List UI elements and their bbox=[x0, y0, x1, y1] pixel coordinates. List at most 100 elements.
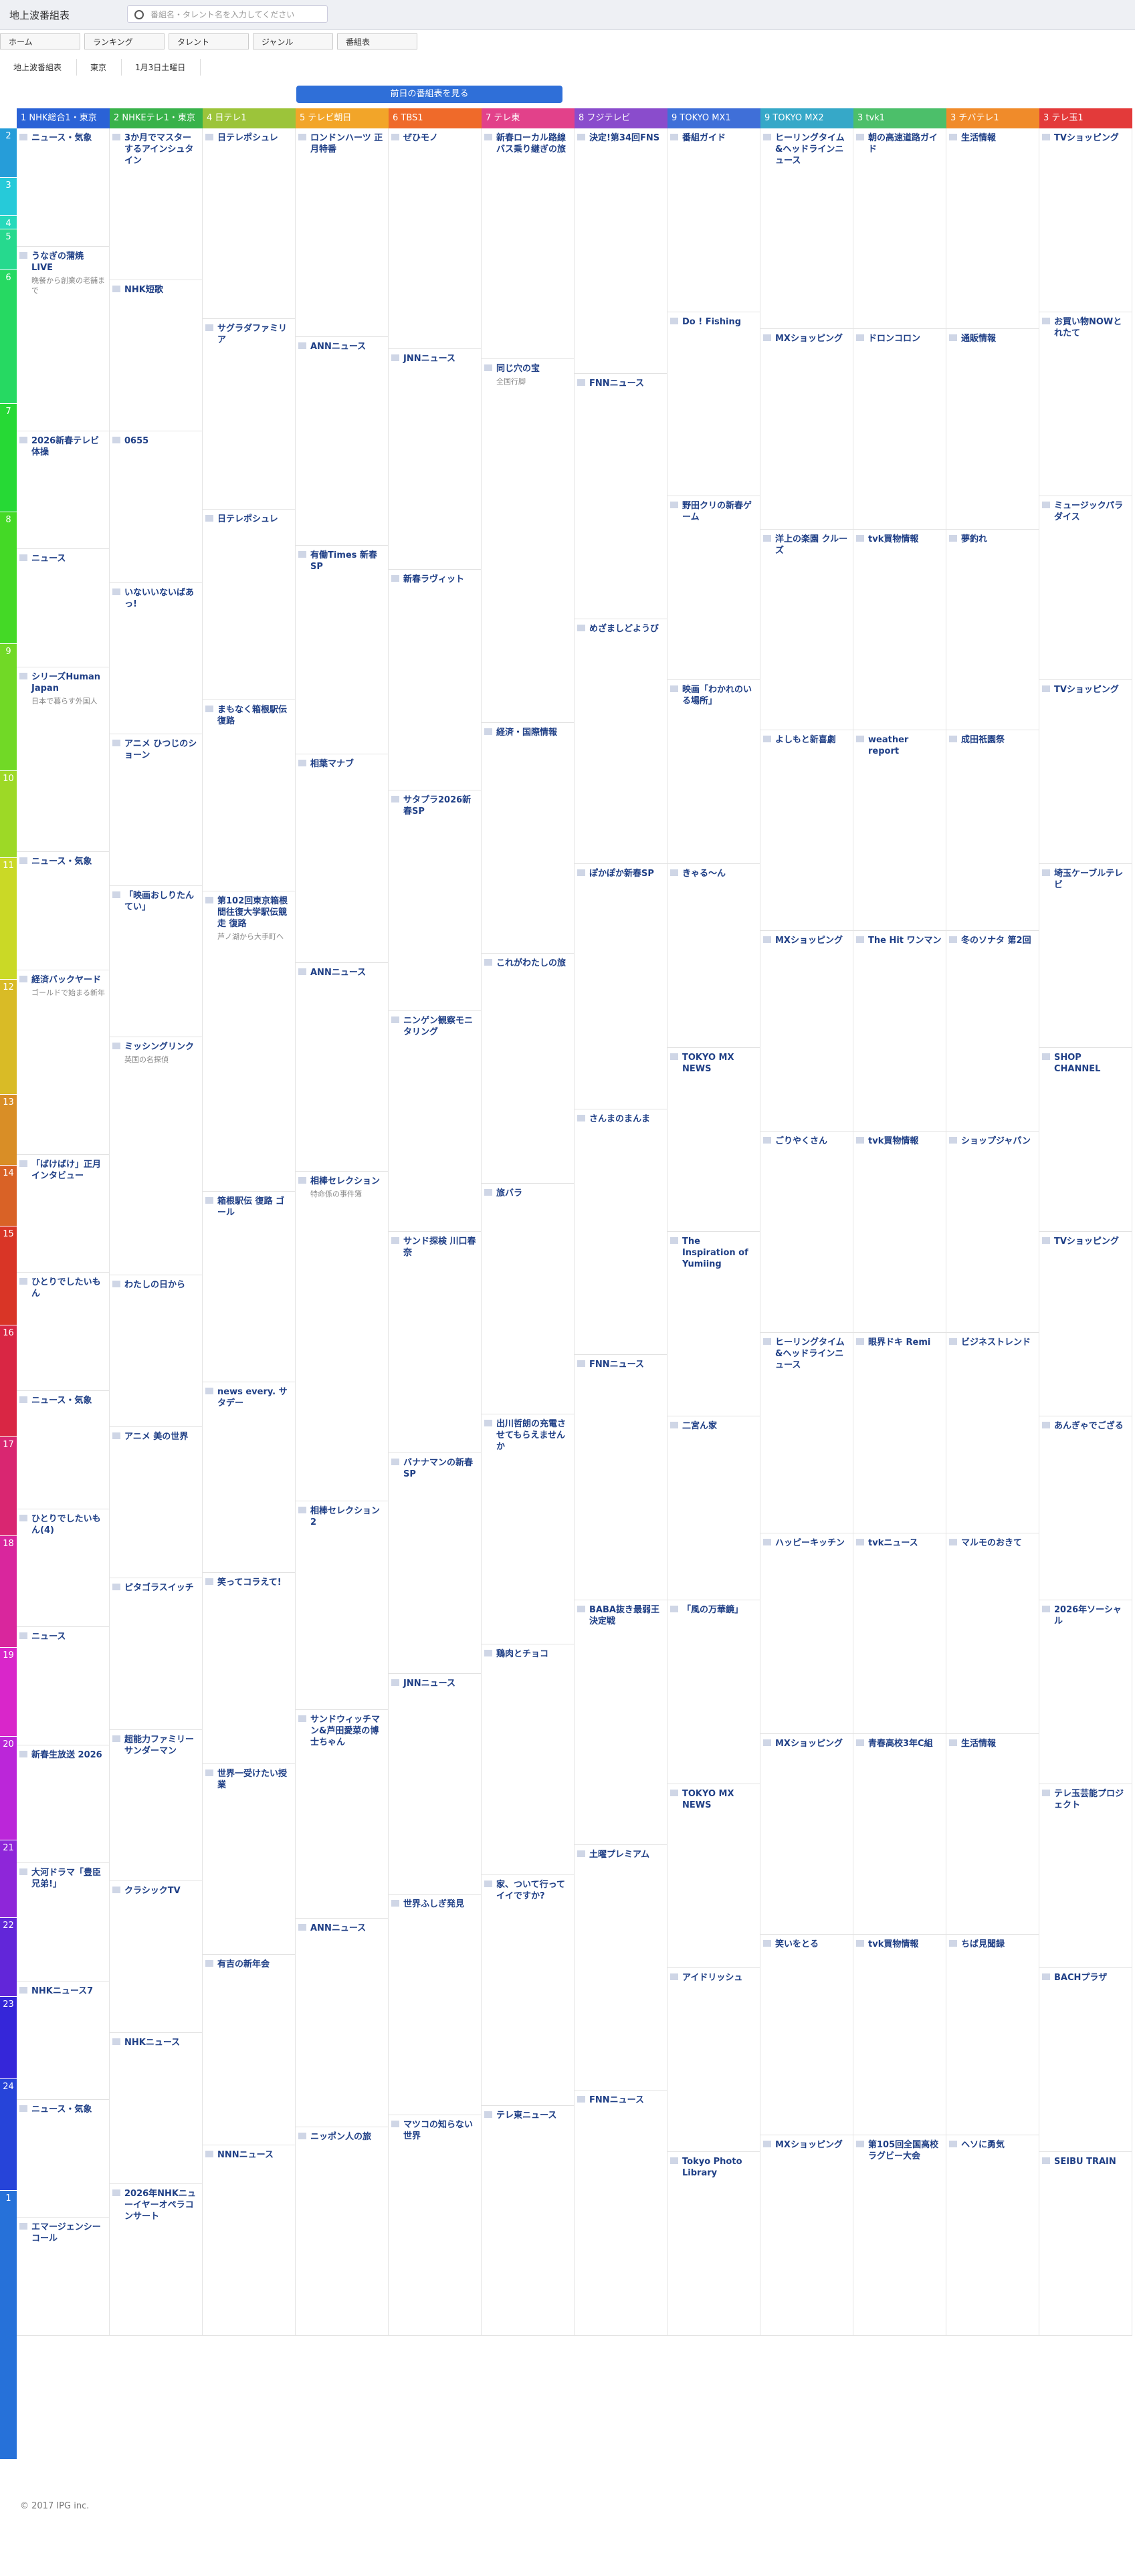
program-title[interactable]: TVショッピング bbox=[1054, 1237, 1119, 1247]
program-title[interactable]: めざましどようび bbox=[589, 623, 659, 634]
program[interactable]: さんまのまんま bbox=[575, 1109, 667, 1355]
program[interactable]: 経済・国際情報 bbox=[482, 723, 574, 954]
channel-header[interactable]: 3 tvk1 bbox=[853, 108, 946, 128]
program[interactable]: めざましどようび bbox=[575, 619, 667, 865]
program-title[interactable]: NHKニュース bbox=[124, 2037, 181, 2048]
program[interactable]: 成田祇園祭 bbox=[946, 730, 1039, 932]
program[interactable]: ショップジャパン bbox=[946, 1132, 1039, 1333]
program-title[interactable]: TOKYO MX NEWS bbox=[682, 1053, 734, 1075]
program[interactable]: 眼界ドキ Remi bbox=[853, 1333, 946, 1533]
program-title[interactable]: 相棒セレクション bbox=[310, 1176, 381, 1187]
program[interactable]: 大河ドラマ「豊臣兄弟!」 bbox=[17, 1863, 109, 1982]
program-title[interactable]: Do ! Fishing bbox=[682, 317, 742, 328]
program-title[interactable]: ひとりでしたいもん(4) bbox=[31, 1513, 101, 1535]
program[interactable]: MXショッピング bbox=[760, 1734, 853, 1935]
program[interactable]: ANNニュース bbox=[296, 1919, 388, 2127]
program-title[interactable]: アニメ 美の世界 bbox=[124, 1431, 189, 1442]
program[interactable]: お買い物NOWとれたて bbox=[1039, 312, 1132, 497]
program-title[interactable]: 3か月でマスターするアインシュタイン bbox=[124, 133, 194, 166]
channel-header[interactable]: 1 NHK総合1・東京 bbox=[17, 108, 110, 128]
program[interactable]: ミッシングリンク 英国の名探偵 bbox=[110, 1037, 202, 1276]
program-title[interactable]: 家、ついて行ってイイですか? bbox=[496, 1879, 565, 1901]
program[interactable]: ANNニュース bbox=[296, 963, 388, 1172]
program[interactable]: ごりやくさん bbox=[760, 1132, 853, 1333]
program[interactable]: 「映画おしりたんてい」 bbox=[110, 886, 202, 1038]
program[interactable]: ビジネストレンド bbox=[946, 1333, 1039, 1533]
program-title[interactable]: 2026新春テレビ体操 bbox=[31, 435, 100, 457]
filter[interactable]: 1月3日土曜日 bbox=[122, 59, 201, 76]
program[interactable]: 野田クリの新春ゲーム bbox=[667, 496, 760, 681]
program-title[interactable]: NNNニュース bbox=[217, 2149, 274, 2160]
nav-tab[interactable]: ランキング bbox=[84, 33, 165, 49]
program[interactable]: 映画「わかれのいる場所」 bbox=[667, 680, 760, 865]
program[interactable]: BABA抜き最弱王決定戦 bbox=[575, 1600, 667, 1846]
program[interactable]: ニンゲン観察モニタリング bbox=[389, 1011, 481, 1232]
program[interactable]: サンドウィッチマン&芦田愛菜の博士ちゃん bbox=[296, 1710, 388, 1919]
program-title[interactable]: TVショッピング bbox=[1054, 133, 1119, 143]
program-title[interactable]: テレ玉芸能プロジェクト bbox=[1054, 1788, 1124, 1810]
program-title[interactable]: ごりやくさん bbox=[775, 1136, 828, 1147]
program-title[interactable]: ANNニュース bbox=[310, 1923, 367, 1933]
program[interactable]: ミュージックパラダイス bbox=[1039, 496, 1132, 681]
channel-header[interactable]: 2 NHKEテレ1・東京 bbox=[110, 108, 203, 128]
program[interactable]: 経済バックヤード ゴールドで始まる新年 bbox=[17, 970, 109, 1155]
program[interactable]: 3か月でマスターするアインシュタイン bbox=[110, 128, 202, 280]
program[interactable]: ニュース bbox=[17, 549, 109, 667]
program-title[interactable]: 野田クリの新春ゲーム bbox=[682, 501, 752, 523]
program-title[interactable]: 笑いをとる bbox=[775, 1939, 819, 1949]
program[interactable]: 旅バラ bbox=[482, 1184, 574, 1414]
program[interactable]: クラシックTV bbox=[110, 1881, 202, 2033]
program-title[interactable]: ヒーリングタイム&ヘッドラインニュース bbox=[775, 1337, 845, 1370]
program[interactable]: tvk買物情報 bbox=[853, 530, 946, 731]
program-title[interactable]: クラシックTV bbox=[124, 1886, 181, 1897]
program[interactable]: ちば見聞録 bbox=[946, 1935, 1039, 2135]
program-title[interactable]: 新春ラヴィット bbox=[403, 574, 465, 585]
program-title[interactable]: ショップジャパン bbox=[961, 1136, 1031, 1147]
program[interactable]: サンド探検 川口春奈 bbox=[389, 1232, 481, 1453]
program-title[interactable]: SEIBU TRAIN bbox=[1054, 2156, 1116, 2167]
program-title[interactable]: 通販情報 bbox=[961, 334, 997, 344]
program-title[interactable]: うなぎの蒲焼LIVE bbox=[31, 251, 84, 273]
program-title[interactable]: 「ばけばけ」正月インタビュー bbox=[31, 1159, 102, 1181]
program[interactable]: 日テレポシュレ bbox=[203, 128, 295, 320]
program[interactable]: NNNニュース bbox=[203, 2145, 295, 2337]
program-title[interactable]: JNNニュース bbox=[403, 1678, 455, 1689]
program-title[interactable]: ANNニュース bbox=[310, 968, 367, 978]
program[interactable]: FNNニュース bbox=[575, 1355, 667, 1600]
program[interactable]: NHK短歌 bbox=[110, 280, 202, 432]
program-title[interactable]: ハッピーキッチン bbox=[775, 1537, 845, 1548]
program-title[interactable]: SHOP CHANNEL bbox=[1054, 1053, 1101, 1075]
program-title[interactable]: 相葉マナブ bbox=[310, 759, 354, 770]
program[interactable]: エマージェンシーコール bbox=[17, 2218, 109, 2337]
program-title[interactable]: MXショッピング bbox=[775, 334, 843, 344]
program[interactable]: news every. サタデー bbox=[203, 1382, 295, 1574]
program[interactable]: アニメ 美の世界 bbox=[110, 1427, 202, 1579]
program-title[interactable]: ピタゴラスイッチ bbox=[124, 1583, 194, 1594]
program[interactable]: ヒーリングタイム&ヘッドラインニュース bbox=[760, 128, 853, 330]
program-title[interactable]: 冬のソナタ 第2回 bbox=[961, 936, 1031, 946]
program[interactable]: わたしの日から bbox=[110, 1275, 202, 1427]
program[interactable]: ひとりでしたいもん(4) bbox=[17, 1509, 109, 1628]
program[interactable]: JNNニュース bbox=[389, 349, 481, 570]
program[interactable]: いないいないばあっ! bbox=[110, 583, 202, 735]
channel-header[interactable]: 5 テレビ朝日 bbox=[296, 108, 389, 128]
program-title[interactable]: 生活情報 bbox=[961, 133, 997, 143]
program[interactable]: まもなく箱根駅伝 復路 bbox=[203, 700, 295, 891]
program[interactable]: tvkニュース bbox=[853, 1533, 946, 1734]
program-title[interactable]: ニュース bbox=[31, 1632, 66, 1642]
program[interactable]: ニュース・気象 bbox=[17, 2100, 109, 2218]
program-title[interactable]: サグラダファミリア bbox=[217, 324, 288, 346]
program-title[interactable]: バナナマンの新春SP bbox=[403, 1457, 474, 1479]
program-title[interactable]: 2026年NHKニューイヤーオペラコンサート bbox=[124, 2189, 197, 2222]
program-title[interactable]: 日テレポシュレ bbox=[217, 133, 278, 143]
program[interactable]: 生活情報 bbox=[946, 128, 1039, 330]
program-title[interactable]: ニュース・気象 bbox=[31, 856, 92, 867]
program-title[interactable]: ちば見聞録 bbox=[961, 1939, 1005, 1949]
program-title[interactable]: 世界ふしぎ発見 bbox=[403, 1899, 465, 1909]
program[interactable]: 相葉マナブ bbox=[296, 754, 388, 964]
program[interactable]: うなぎの蒲焼LIVE 晩餐から創業の老舗まで bbox=[17, 247, 109, 431]
program[interactable]: Tokyo Photo Library bbox=[667, 2152, 760, 2336]
program[interactable]: tvk買物情報 bbox=[853, 1132, 946, 1333]
program-title[interactable]: 「映画おしりたんてい」 bbox=[124, 890, 195, 912]
program-title[interactable]: きゃる〜ん bbox=[682, 869, 726, 879]
